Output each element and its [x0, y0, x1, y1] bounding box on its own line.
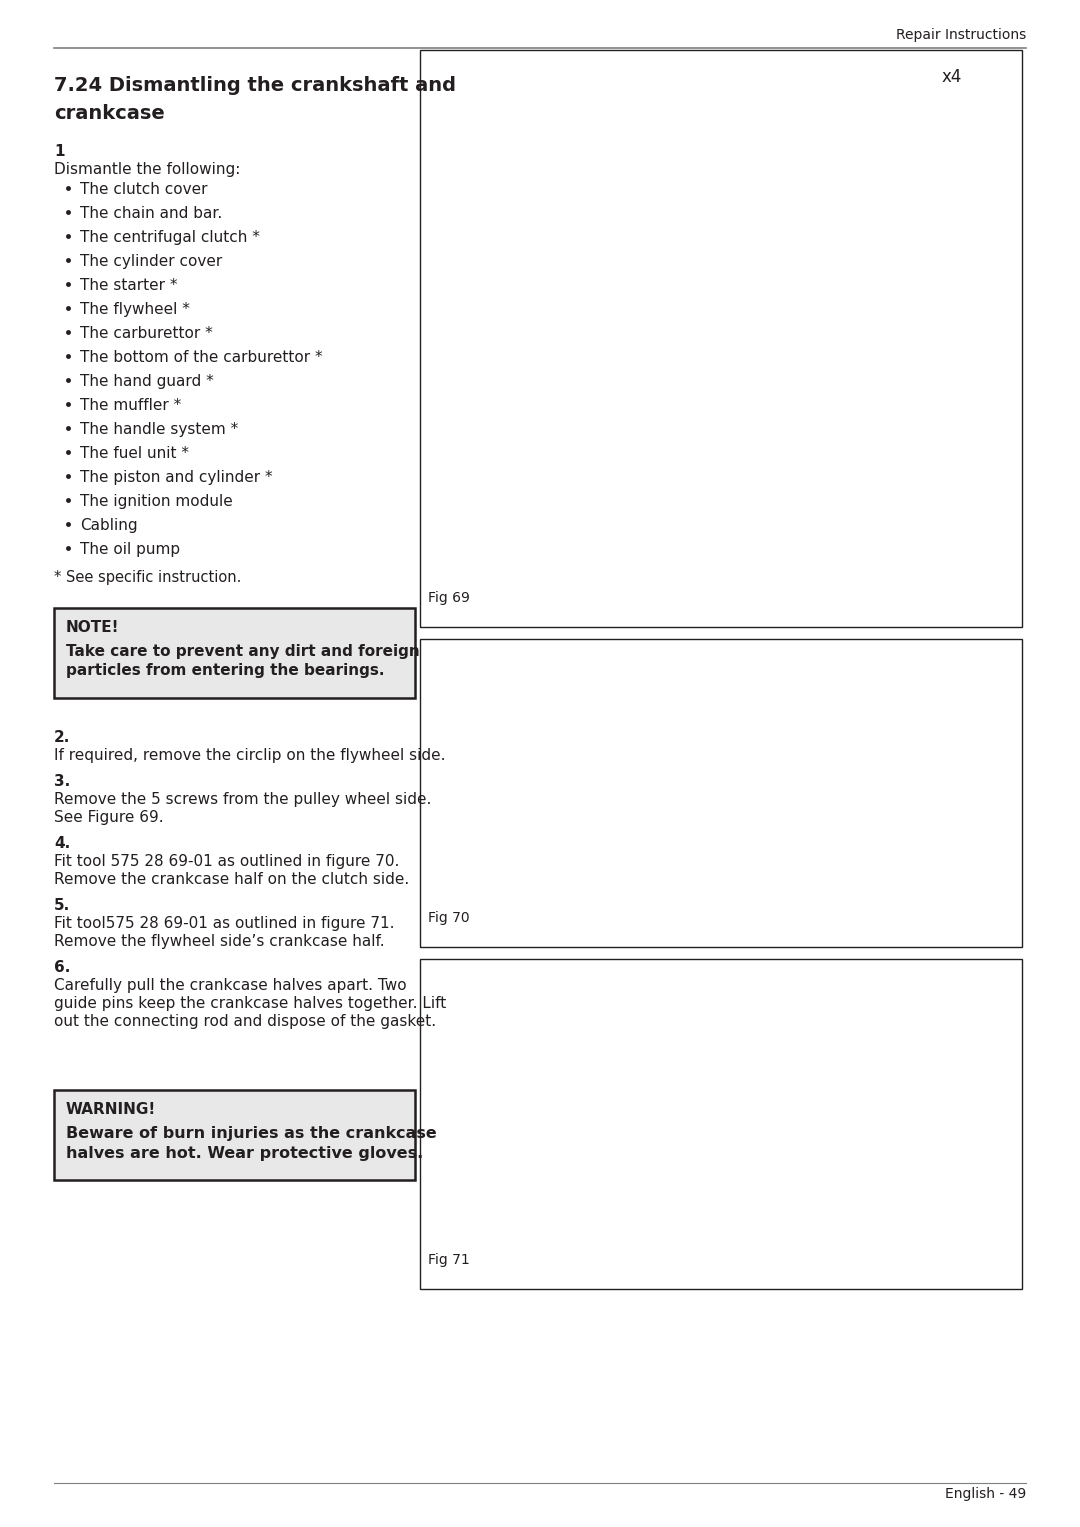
Text: Remove the 5 screws from the pulley wheel side.: Remove the 5 screws from the pulley whee…	[54, 793, 431, 806]
Text: The flywheel *: The flywheel *	[80, 302, 190, 318]
Text: Fit tool575 28 69-01 as outlined in figure 71.: Fit tool575 28 69-01 as outlined in figu…	[54, 916, 394, 931]
Text: halves are hot. Wear protective gloves.: halves are hot. Wear protective gloves.	[66, 1145, 423, 1161]
Text: 3.: 3.	[54, 774, 70, 789]
Text: guide pins keep the crankcase halves together. Lift: guide pins keep the crankcase halves tog…	[54, 996, 446, 1011]
FancyBboxPatch shape	[420, 638, 1022, 947]
Text: Fig 69: Fig 69	[428, 591, 470, 605]
Text: * See specific instruction.: * See specific instruction.	[54, 570, 241, 585]
Text: WARNING!: WARNING!	[66, 1102, 157, 1116]
Text: 6.: 6.	[54, 960, 70, 976]
FancyBboxPatch shape	[54, 608, 415, 698]
Text: Cabling: Cabling	[80, 518, 137, 533]
Text: The clutch cover: The clutch cover	[80, 182, 207, 197]
Text: Fig 70: Fig 70	[428, 912, 470, 925]
Text: The bottom of the carburettor *: The bottom of the carburettor *	[80, 350, 323, 365]
Text: Dismantle the following:: Dismantle the following:	[54, 162, 241, 177]
Text: The ignition module: The ignition module	[80, 495, 233, 508]
Text: out the connecting rod and dispose of the gasket.: out the connecting rod and dispose of th…	[54, 1014, 436, 1029]
Text: Remove the crankcase half on the clutch side.: Remove the crankcase half on the clutch …	[54, 872, 409, 887]
Text: The piston and cylinder *: The piston and cylinder *	[80, 470, 272, 486]
Text: NOTE!: NOTE!	[66, 620, 120, 635]
Text: Carefully pull the crankcase halves apart. Two: Carefully pull the crankcase halves apar…	[54, 977, 407, 993]
Text: The handle system *: The handle system *	[80, 421, 239, 437]
FancyBboxPatch shape	[420, 50, 1022, 628]
Text: 2.: 2.	[54, 730, 70, 745]
Text: The muffler *: The muffler *	[80, 399, 181, 412]
Text: The centrifugal clutch *: The centrifugal clutch *	[80, 231, 260, 244]
Text: 4.: 4.	[54, 835, 70, 851]
Text: 1: 1	[54, 144, 65, 159]
Text: 5.: 5.	[54, 898, 70, 913]
Text: The starter *: The starter *	[80, 278, 177, 293]
Text: x4: x4	[942, 69, 962, 86]
Text: If required, remove the circlip on the flywheel side.: If required, remove the circlip on the f…	[54, 748, 446, 764]
FancyBboxPatch shape	[54, 1090, 415, 1180]
Text: English - 49: English - 49	[945, 1487, 1026, 1501]
Text: particles from entering the bearings.: particles from entering the bearings.	[66, 663, 384, 678]
Text: crankcase: crankcase	[54, 104, 165, 124]
Text: Fit tool 575 28 69-01 as outlined in figure 70.: Fit tool 575 28 69-01 as outlined in fig…	[54, 854, 400, 869]
Text: Fig 71: Fig 71	[428, 1254, 470, 1267]
FancyBboxPatch shape	[420, 959, 1022, 1289]
Text: Take care to prevent any dirt and foreign: Take care to prevent any dirt and foreig…	[66, 644, 420, 660]
Text: 7.24 Dismantling the crankshaft and: 7.24 Dismantling the crankshaft and	[54, 76, 456, 95]
Text: The fuel unit *: The fuel unit *	[80, 446, 189, 461]
Text: The oil pump: The oil pump	[80, 542, 180, 557]
Text: The hand guard *: The hand guard *	[80, 374, 214, 389]
Text: The chain and bar.: The chain and bar.	[80, 206, 222, 221]
Text: The cylinder cover: The cylinder cover	[80, 253, 222, 269]
Text: The carburettor *: The carburettor *	[80, 325, 213, 341]
Text: Repair Instructions: Repair Instructions	[895, 27, 1026, 43]
Text: Remove the flywheel side’s crankcase half.: Remove the flywheel side’s crankcase hal…	[54, 935, 384, 948]
Text: Beware of burn injuries as the crankcase: Beware of burn injuries as the crankcase	[66, 1125, 436, 1141]
Text: See Figure 69.: See Figure 69.	[54, 809, 164, 825]
